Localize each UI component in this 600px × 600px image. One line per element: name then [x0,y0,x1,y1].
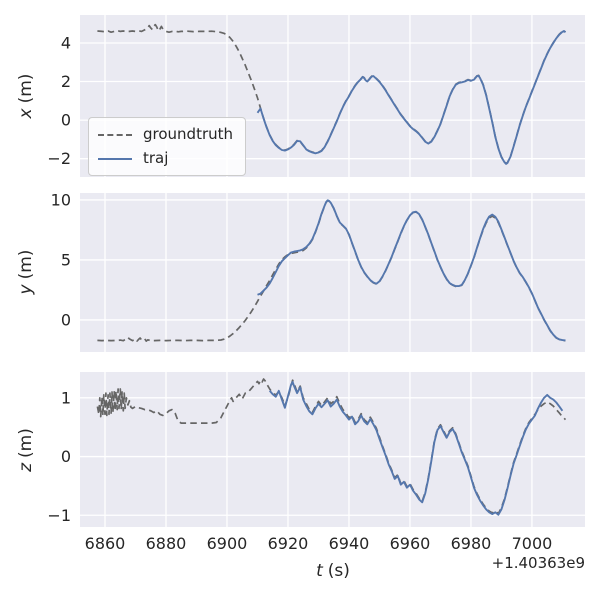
x-tick-label: 6880 [146,534,187,553]
axes-background [80,372,585,527]
y-axis-label-x-var: x [16,108,36,119]
y-axis-label-y-var: y [16,284,36,295]
y-tick-label: −1 [47,506,71,525]
x-axis-label-unit: (s) [327,561,350,581]
x-axis-label-var: t [316,561,323,581]
y-axis-label-z-unit: (m) [16,428,36,458]
y-tick-label: 1 [61,388,71,407]
y-tick-label: 10 [51,190,71,209]
x-tick-label: 6940 [329,534,370,553]
y-axis-label-z-var: z [16,462,36,472]
grid-lines [80,193,585,352]
groundtruth-line-sample [98,133,132,136]
y-axis-label-y-unit: (m) [16,249,36,280]
x-tick-label: 6920 [268,534,309,553]
axes-background [80,193,585,352]
x-tick-label: 6900 [207,534,248,553]
legend-label-groundtruth: groundtruth [143,125,234,143]
axes-y: 10 5 0 [51,190,585,352]
axes-z: 1 0 −1 6860 6880 6900 6920 6940 6960 6980 7000 [47,372,585,553]
y-axis-label-x: x (m) [16,74,36,119]
x-axis-offset-text: +1.40363e9 [491,554,585,572]
x-axis-label: t (s) [316,561,350,581]
x-tick-label: 7000 [512,534,553,553]
legend-item-traj: traj [98,148,233,169]
x-tick-label: 6980 [451,534,492,553]
y-axis-label-y: y (m) [16,250,36,295]
y-tick-label: 0 [61,310,71,329]
x-tick-label: 6860 [85,534,126,553]
y-tick-label: 4 [61,33,71,52]
y-traj-line [257,199,566,342]
x-traj-line [256,30,567,165]
y-tick-label: −2 [47,149,71,168]
traj-line-sample [98,157,132,160]
x-tick-label: 6960 [390,534,431,553]
z-traj-line [268,381,564,516]
y-tick-label: 0 [61,111,71,130]
legend: groundtruth traj [88,117,247,176]
y-tick-label: 2 [61,72,71,91]
y-tick-label: 5 [61,250,71,269]
legend-label-traj: traj [143,149,169,167]
y-tick-label: 0 [61,447,71,466]
y-axis-label-z: z (m) [16,428,36,472]
y-axis-label-x-unit: (m) [16,73,36,104]
legend-item-groundtruth: groundtruth [98,124,233,145]
grid-lines [80,372,585,527]
